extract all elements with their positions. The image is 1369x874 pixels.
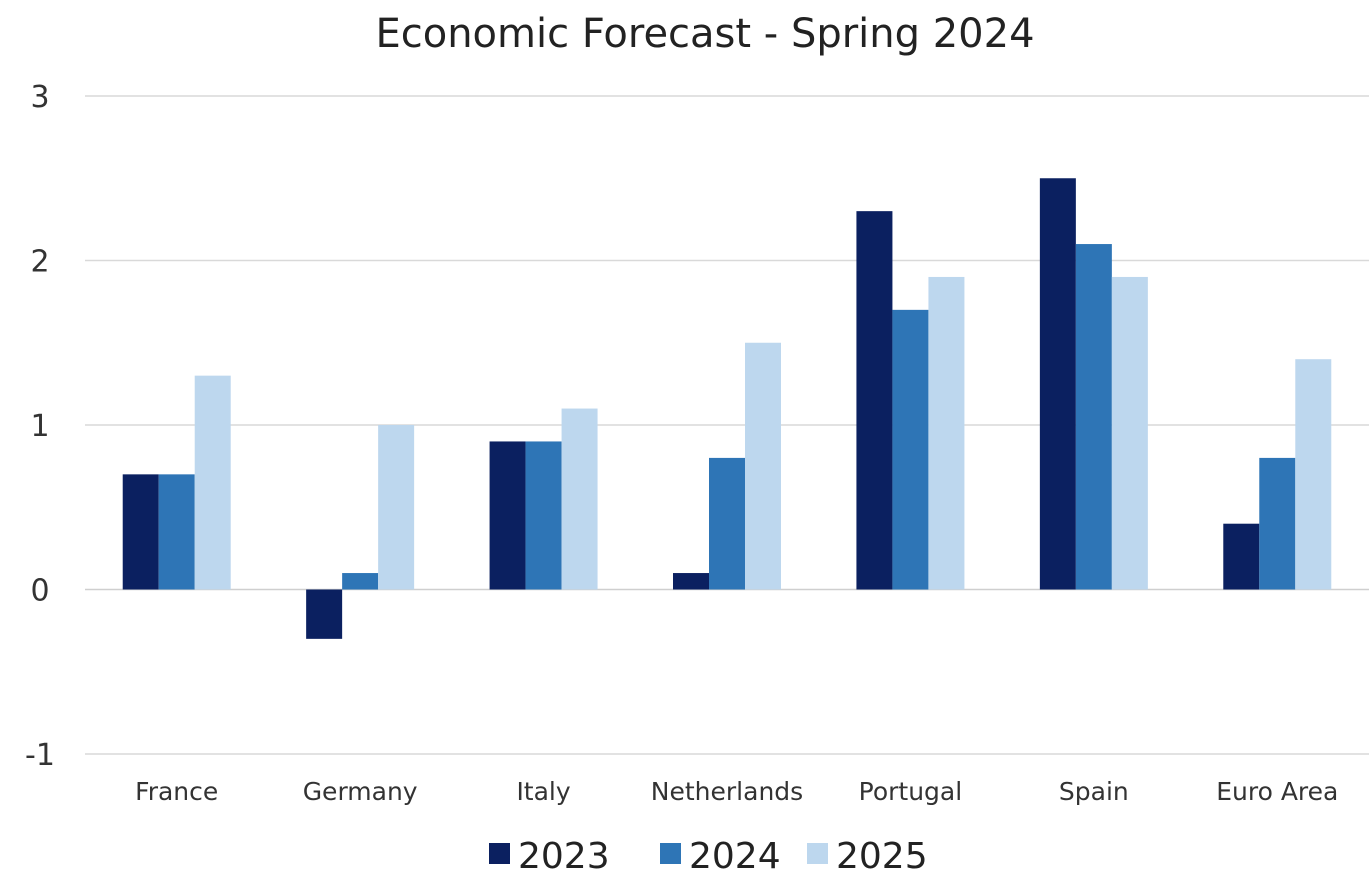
y-tick-label: 0 <box>30 574 49 609</box>
y-tick-label: 3 <box>30 80 49 115</box>
legend-label-2024: 2024 <box>689 836 781 874</box>
chart-title: Economic Forecast - Spring 2024 <box>375 11 1034 57</box>
bar-france-2024 <box>158 474 195 590</box>
x-tick-label: Euro Area <box>1216 777 1338 806</box>
bar-germany-2024 <box>342 573 379 590</box>
bar-france-2023 <box>122 474 159 590</box>
bar-italy-2025 <box>561 408 598 590</box>
y-tick-label: -1 <box>25 738 55 773</box>
bar-spain-2025 <box>1111 276 1148 590</box>
bar-netherlands-2025 <box>745 342 781 590</box>
x-axis-tick-labels: France Germany Italy Netherlands Portugal Spa… <box>135 777 1338 806</box>
bar-portugal-2024 <box>892 309 929 590</box>
bar-spain-2024 <box>1075 244 1112 590</box>
bar-france-2025 <box>194 375 231 590</box>
bar-portugal-2025 <box>928 276 965 590</box>
legend-label-2025: 2025 <box>836 836 928 874</box>
gridlines <box>85 95 1369 755</box>
x-tick-label: France <box>135 777 218 806</box>
bar-spain-2023 <box>1039 178 1076 590</box>
bar-euro-area-2023 <box>1223 523 1260 590</box>
legend-label-2023: 2023 <box>518 836 610 874</box>
bar-euro-area-2024 <box>1259 457 1296 590</box>
bar-euro-area-2025 <box>1295 359 1332 590</box>
bar-netherlands-2024 <box>709 457 745 590</box>
legend: 2023 2024 2025 <box>489 836 928 874</box>
bar-italy-2023 <box>489 441 526 590</box>
x-tick-label: Germany <box>303 777 418 806</box>
legend-swatch-2023 <box>489 843 510 864</box>
bar-portugal-2023 <box>856 211 893 590</box>
x-tick-label: Portugal <box>859 777 963 806</box>
bar-netherlands-2023 <box>673 573 709 590</box>
y-axis-tick-labels: -1 0 1 2 3 <box>25 80 55 773</box>
bar-germany-2025 <box>378 425 415 590</box>
x-tick-label: Italy <box>516 777 570 806</box>
bars <box>122 178 1332 639</box>
x-tick-label: Netherlands <box>651 777 803 806</box>
bar-germany-2023 <box>306 589 343 639</box>
legend-swatch-2025 <box>807 843 828 864</box>
bar-italy-2024 <box>525 441 562 590</box>
y-tick-label: 1 <box>30 409 49 444</box>
y-tick-label: 2 <box>30 245 49 280</box>
x-tick-label: Spain <box>1059 777 1129 806</box>
legend-swatch-2024 <box>660 843 681 864</box>
